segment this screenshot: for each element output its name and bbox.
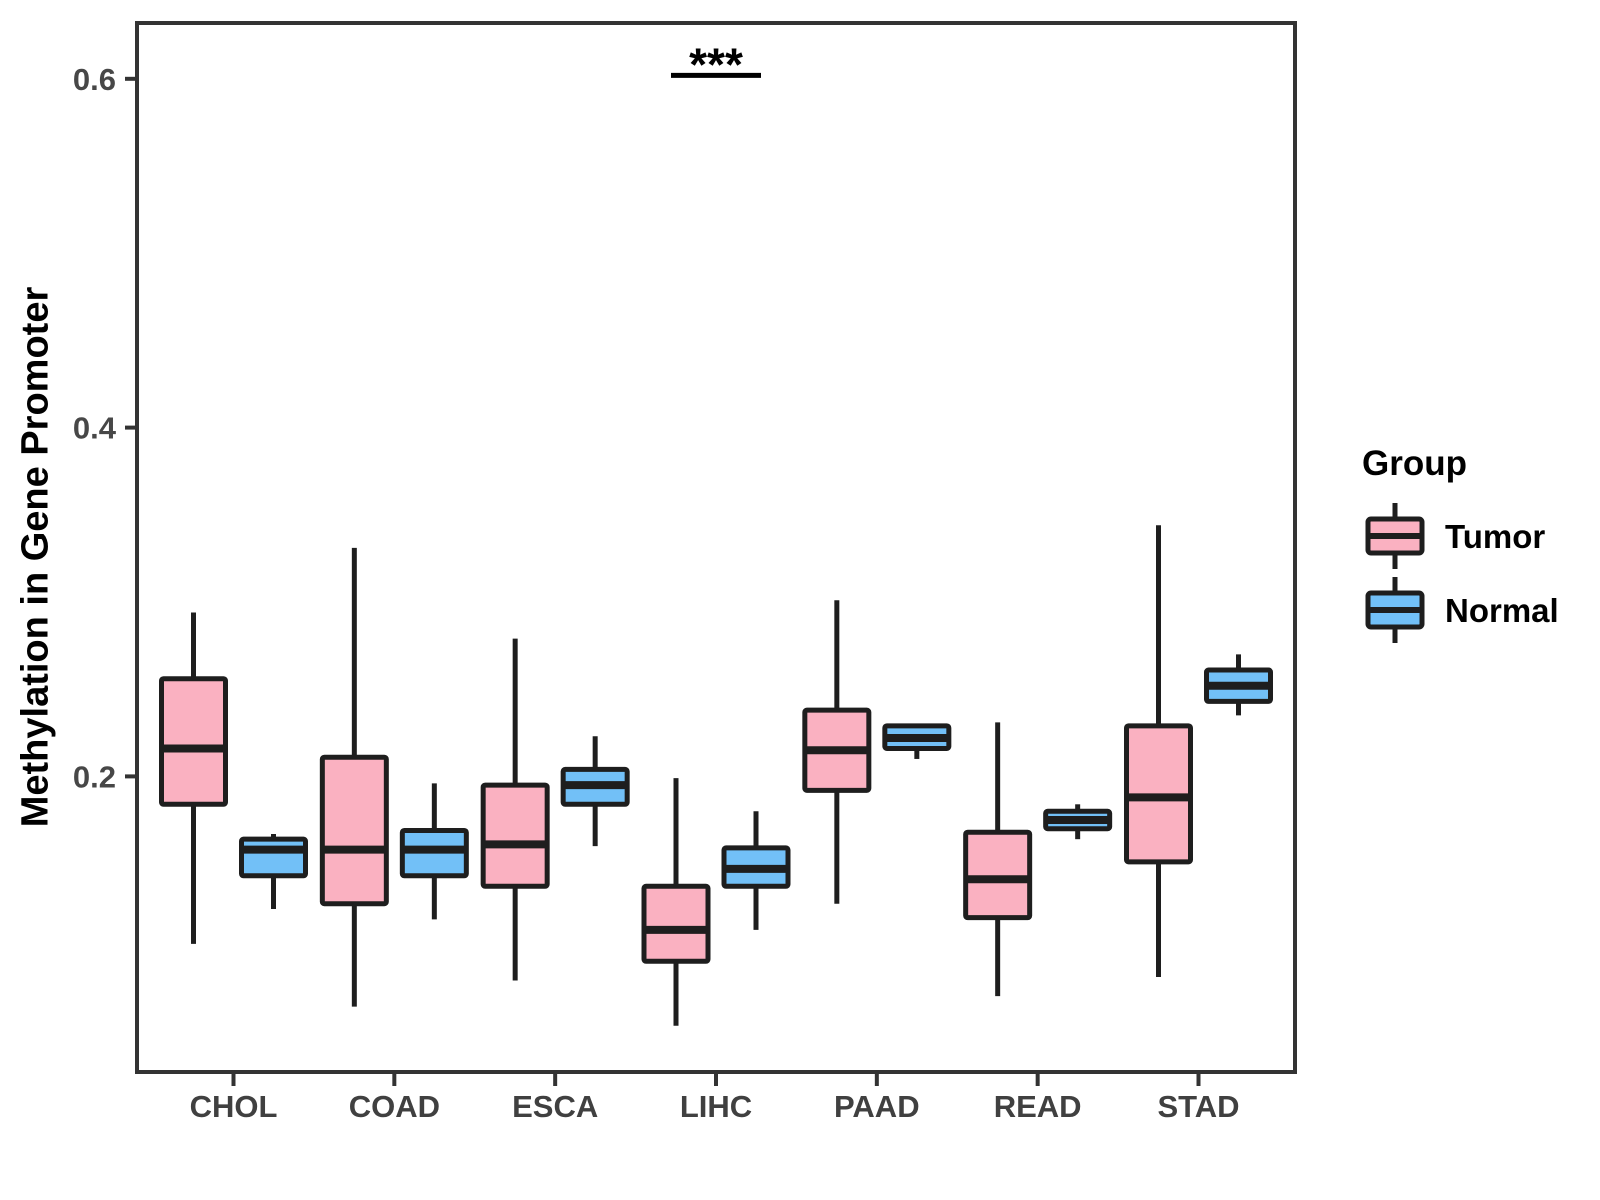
x-tick-label-chol: CHOL bbox=[190, 1089, 278, 1124]
box-LIHC-tumor bbox=[641, 883, 711, 964]
y-axis-title: Methylation in Gene Promoter bbox=[14, 286, 57, 828]
y-tick-label: 0.6 bbox=[73, 62, 116, 97]
x-tick-label-esca: ESCA bbox=[512, 1089, 598, 1124]
box-CHOL-normal bbox=[239, 836, 308, 879]
legend-label-normal: Normal bbox=[1445, 592, 1559, 629]
significance-stars: *** bbox=[689, 38, 743, 90]
box-READ-tumor bbox=[963, 829, 1033, 921]
y-tick-label: 0.4 bbox=[73, 411, 117, 446]
legend-label-tumor: Tumor bbox=[1445, 518, 1546, 555]
x-tick-label-paad: PAAD bbox=[834, 1089, 920, 1124]
box-ESCA-tumor bbox=[480, 782, 550, 889]
legend-key-normal-glyph bbox=[1365, 577, 1425, 643]
legend-title: Group bbox=[1362, 444, 1467, 483]
box-CHOL-tumor bbox=[159, 676, 228, 807]
legend-key-tumor-glyph bbox=[1365, 503, 1425, 569]
x-tick-label-stad: STAD bbox=[1157, 1089, 1239, 1124]
plot-panel bbox=[135, 21, 1297, 1074]
box-COAD-tumor bbox=[319, 754, 389, 907]
x-tick-label-lihc: LIHC bbox=[680, 1089, 752, 1124]
x-tick-label-coad: COAD bbox=[349, 1089, 440, 1124]
x-tick-label-read: READ bbox=[994, 1089, 1082, 1124]
y-tick-label: 0.2 bbox=[73, 759, 116, 794]
